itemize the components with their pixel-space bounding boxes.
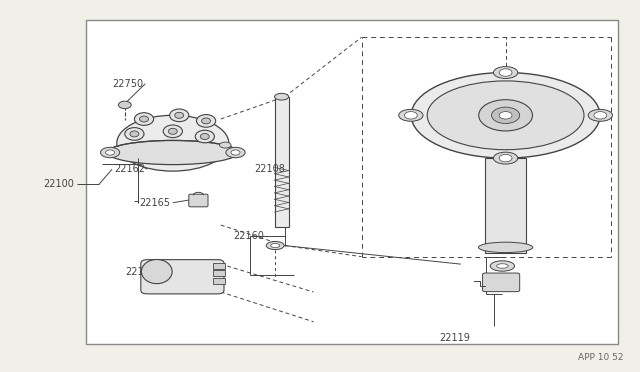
Text: 22165: 22165 [140,198,170,208]
Ellipse shape [493,152,518,164]
Bar [485,158,527,253]
Text: 22750: 22750 [112,79,143,89]
Ellipse shape [220,142,231,148]
FancyBboxPatch shape [141,260,224,294]
Circle shape [118,101,131,109]
Ellipse shape [497,264,508,268]
Ellipse shape [399,109,423,121]
Circle shape [231,150,240,155]
Ellipse shape [266,241,284,250]
Ellipse shape [493,67,518,78]
Circle shape [499,154,512,162]
Text: 22160: 22160 [234,231,264,241]
Circle shape [404,112,417,119]
Bar [213,278,225,284]
FancyBboxPatch shape [189,194,208,207]
Ellipse shape [271,244,280,248]
Ellipse shape [196,115,216,127]
Ellipse shape [140,116,148,122]
Bar [275,97,289,227]
Text: 22162: 22162 [114,164,145,174]
FancyBboxPatch shape [483,273,520,292]
Text: 22157: 22157 [125,267,156,276]
Ellipse shape [100,147,120,158]
Ellipse shape [170,109,189,122]
Text: APP 10 52: APP 10 52 [579,353,624,362]
Ellipse shape [163,125,182,138]
Bar [213,263,225,269]
Circle shape [106,150,115,155]
Circle shape [492,107,520,124]
Ellipse shape [428,81,584,150]
Text: 22119: 22119 [439,333,470,343]
Circle shape [594,112,607,119]
Ellipse shape [412,73,600,158]
Ellipse shape [490,261,515,271]
Bar [86,20,618,344]
Circle shape [499,69,512,76]
Circle shape [479,100,532,131]
Ellipse shape [195,130,214,143]
Circle shape [499,112,512,119]
Ellipse shape [479,242,533,253]
Ellipse shape [134,113,154,125]
Ellipse shape [202,118,211,124]
Text: 22108: 22108 [255,164,285,174]
Ellipse shape [275,93,289,100]
Ellipse shape [117,115,229,171]
Text: 22100: 22100 [44,179,74,189]
Ellipse shape [168,128,177,134]
Ellipse shape [108,141,239,165]
Ellipse shape [141,260,172,283]
Ellipse shape [130,131,139,137]
Bar [213,270,225,276]
Ellipse shape [125,128,144,140]
Ellipse shape [588,109,612,121]
Ellipse shape [175,112,184,118]
Ellipse shape [226,147,245,158]
Ellipse shape [200,134,209,140]
